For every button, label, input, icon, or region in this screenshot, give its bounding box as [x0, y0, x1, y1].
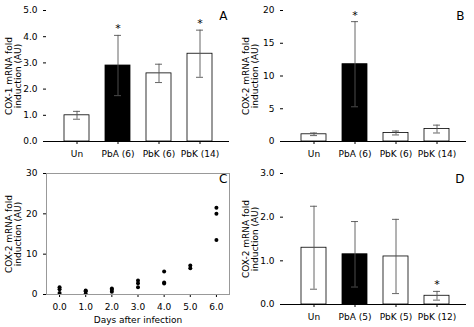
svg-text:5.0: 5.0: [183, 302, 198, 312]
svg-text:4.0: 4.0: [157, 302, 172, 312]
svg-text:0: 0: [269, 136, 275, 146]
svg-text:10: 10: [26, 249, 38, 259]
svg-text:3.0: 3.0: [260, 168, 275, 178]
svg-text:B: B: [456, 9, 464, 23]
svg-text:Un: Un: [308, 312, 320, 322]
svg-text:0.0: 0.0: [260, 299, 275, 309]
svg-text:4.0: 4.0: [23, 32, 38, 42]
svg-text:PbK (6): PbK (6): [380, 149, 413, 159]
svg-text:10: 10: [263, 71, 275, 81]
svg-text:30: 30: [26, 168, 38, 178]
svg-text:COX-1 mRNA foldinduction (AU): COX-1 mRNA foldinduction (AU): [4, 37, 23, 115]
svg-text:COX-2 mRNA foldinduction (AU): COX-2 mRNA foldinduction (AU): [241, 200, 260, 278]
svg-text:PbK (14): PbK (14): [181, 149, 219, 159]
svg-text:1.0: 1.0: [79, 302, 94, 312]
svg-text:6.0: 6.0: [209, 302, 224, 312]
svg-text:PbK (14): PbK (14): [418, 149, 456, 159]
svg-text:1.0: 1.0: [23, 110, 38, 120]
svg-text:5.0: 5.0: [23, 5, 38, 15]
svg-text:PbK (12): PbK (12): [418, 312, 456, 322]
svg-text:*: *: [434, 278, 440, 291]
svg-text:2.0: 2.0: [260, 212, 275, 222]
svg-text:2.0: 2.0: [23, 84, 38, 94]
svg-text:PbA (5): PbA (5): [339, 312, 372, 322]
svg-text:PbK (5): PbK (5): [380, 312, 413, 322]
svg-text:1.0: 1.0: [260, 256, 275, 266]
svg-text:PbA (6): PbA (6): [102, 149, 135, 159]
svg-text:Days after infection: Days after infection: [94, 315, 183, 325]
svg-text:3.0: 3.0: [131, 302, 146, 312]
svg-text:COX-2 mRNA foldinduction (AU): COX-2 mRNA foldinduction (AU): [241, 37, 260, 115]
svg-text:2.0: 2.0: [105, 302, 120, 312]
svg-text:Un: Un: [71, 149, 83, 159]
svg-text:20: 20: [263, 5, 275, 15]
svg-text:0.0: 0.0: [23, 136, 38, 146]
svg-text:0.0: 0.0: [52, 302, 67, 312]
svg-text:*: *: [197, 17, 203, 30]
svg-text:PbK (6): PbK (6): [143, 149, 176, 159]
svg-text:3.0: 3.0: [23, 58, 38, 68]
svg-text:C: C: [219, 172, 227, 186]
svg-text:20: 20: [26, 209, 38, 219]
svg-text:D: D: [455, 172, 464, 186]
svg-text:0: 0: [32, 289, 38, 299]
svg-text:*: *: [115, 22, 121, 35]
svg-text:PbA (6): PbA (6): [339, 149, 372, 159]
svg-text:Un: Un: [308, 149, 320, 159]
svg-text:15: 15: [263, 38, 274, 48]
svg-text:*: *: [352, 9, 358, 22]
svg-text:5: 5: [269, 104, 275, 114]
svg-text:COX-2 mRNA foldinduction (AU): COX-2 mRNA foldinduction (AU): [4, 195, 23, 273]
svg-text:A: A: [219, 9, 228, 23]
